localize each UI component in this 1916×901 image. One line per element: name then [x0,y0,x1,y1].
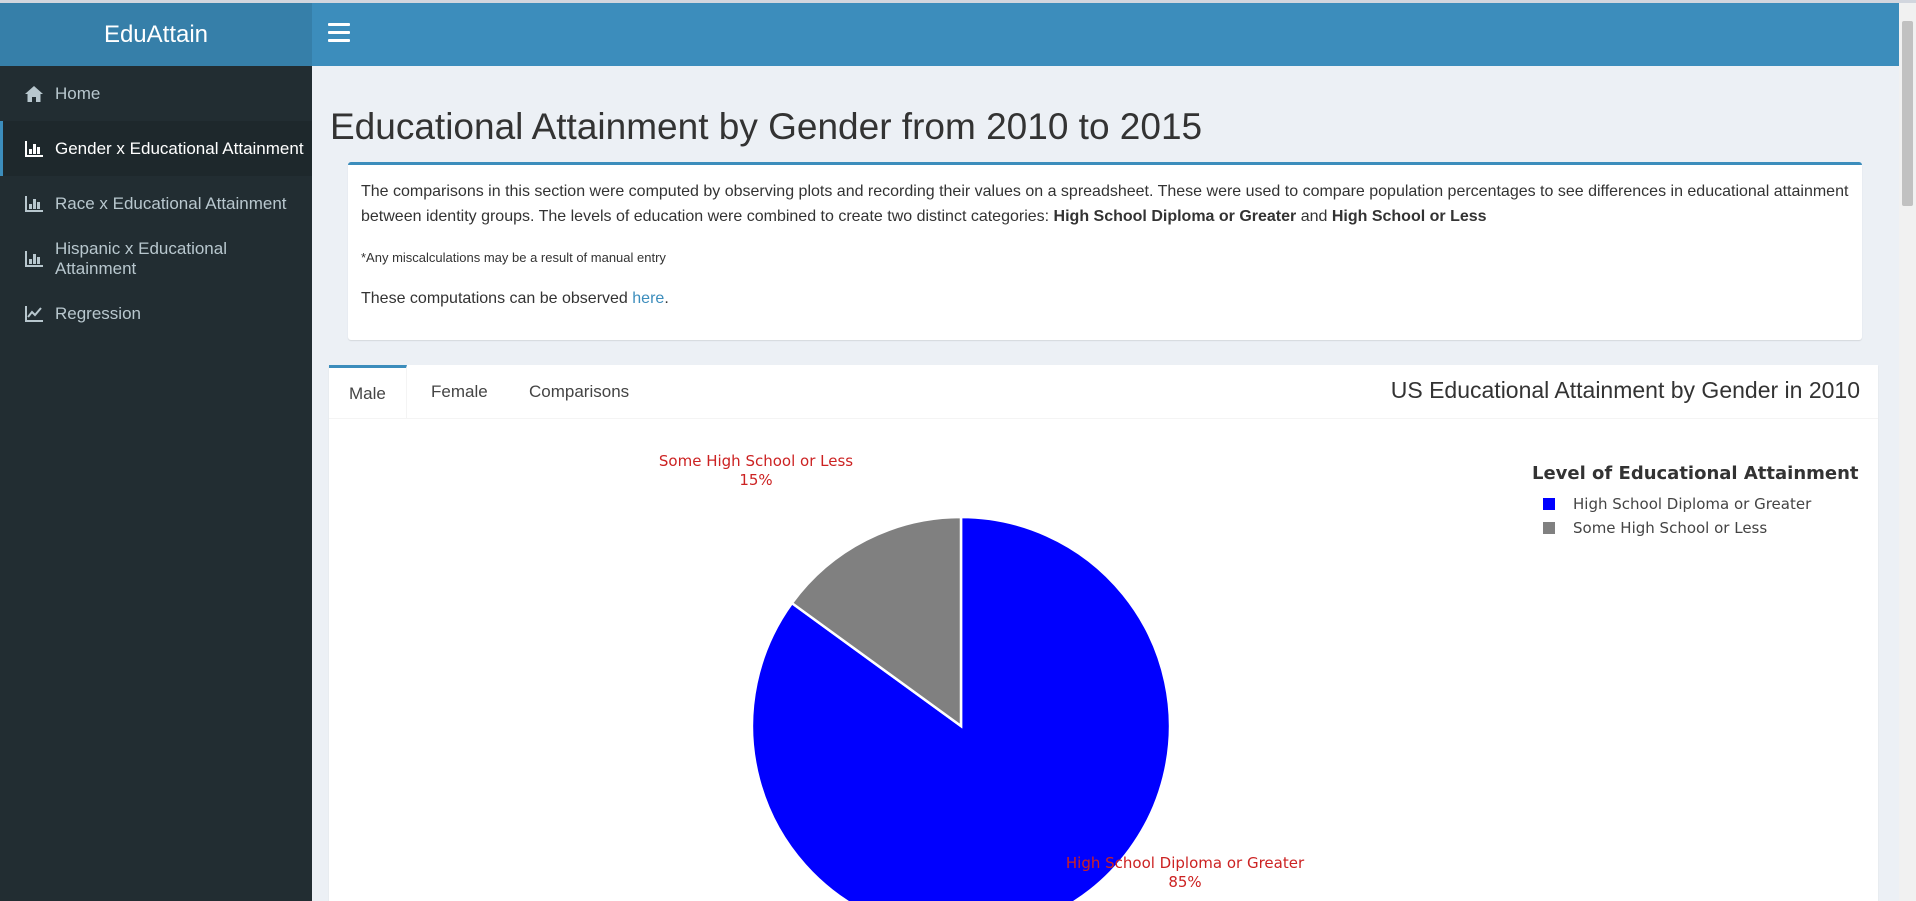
scrollbar-thumb[interactable] [1902,21,1913,206]
sidebar-item-label: Hispanic x Educational Attainment [55,238,227,278]
line-chart-icon [23,304,45,324]
tab-female[interactable]: Female [431,382,488,401]
legend-label-diploma: High School Diploma or Greater [1573,495,1812,513]
sidebar-toggle-icon[interactable] [328,23,350,45]
legend-swatch-some-hs [1543,522,1555,534]
tab-box-title: US Educational Attainment by Gender in 2… [1390,377,1860,403]
slice-label-some-hs: Some High School or Less 15% [659,452,853,489]
legend-swatch-diploma [1543,498,1555,510]
slice-label-diploma: High School Diploma or Greater 85% [1066,854,1305,891]
legend: Level of Educational Attainment High Sch… [1532,463,1859,537]
sidebar-item-label: Race x Educational Attainment [55,193,287,213]
window-top-border [0,0,1916,3]
computations-link[interactable]: here [632,290,665,307]
computations-line: These computations can be observed here. [361,286,1849,311]
info-paragraph: The comparisons in this section were com… [361,179,1849,229]
tab-comparisons[interactable]: Comparisons [529,382,630,401]
pie-chart: Some High School or Less 15% High School… [659,452,1859,901]
tab-box: Male Female Comparisons US Educational A… [329,365,1878,901]
sidebar-item-label: Regression [55,303,141,323]
miscalculation-note: *Any miscalculations may be a result of … [361,250,666,265]
sidebar-item-label: Gender x Educational Attainment [55,138,304,158]
pie-slice-some-high-school-or-less[interactable] [790,515,963,729]
sidebar-item-gender[interactable]: Gender x Educational Attainment [0,121,312,176]
sidebar-item-label: Home [55,83,101,103]
category-hs-or-less: High School or Less [1331,208,1487,225]
slice-label-value: 15% [739,471,772,489]
info-box: The comparisons in this section were com… [348,162,1862,340]
legend-label-some-hs: Some High School or Less [1573,519,1767,537]
page-scrollbar[interactable] [1899,3,1916,901]
sidebar-item-race[interactable]: Race x Educational Attainment [0,176,312,231]
sidebar-item-regression[interactable]: Regression [0,286,312,341]
bar-chart-icon [23,249,45,269]
computations-period: . [664,290,669,307]
page-title: Educational Attainment by Gender from 20… [330,106,1203,147]
info-text: The comparisons in this section were com… [361,183,1849,225]
home-icon [23,84,45,104]
legend-title: Level of Educational Attainment [1532,463,1859,484]
category-diploma: High School Diploma or Greater [1053,208,1297,225]
top-navbar [312,3,1899,66]
tab-male[interactable]: Male [329,365,407,419]
pie-slices [750,515,1172,901]
info-and: and [1296,208,1332,225]
sidebar: Home Gender x Educational Attainment Rac… [0,66,312,901]
sidebar-item-hispanic[interactable]: Hispanic x Educational Attainment [0,231,312,286]
slice-label-name: High School Diploma or Greater [1066,854,1305,872]
slice-label-name: Some High School or Less [659,452,853,470]
bar-chart-icon [23,139,45,159]
app-logo[interactable]: EduAttain [0,3,312,66]
bar-chart-icon [23,194,45,214]
sidebar-item-home[interactable]: Home [0,66,312,121]
tab-bar: Male Female Comparisons US Educational A… [329,365,1878,419]
computations-text: These computations can be observed [361,290,633,307]
slice-label-value: 85% [1168,873,1201,891]
pie-slice-high-school-diploma-or-greater[interactable] [750,515,1172,901]
